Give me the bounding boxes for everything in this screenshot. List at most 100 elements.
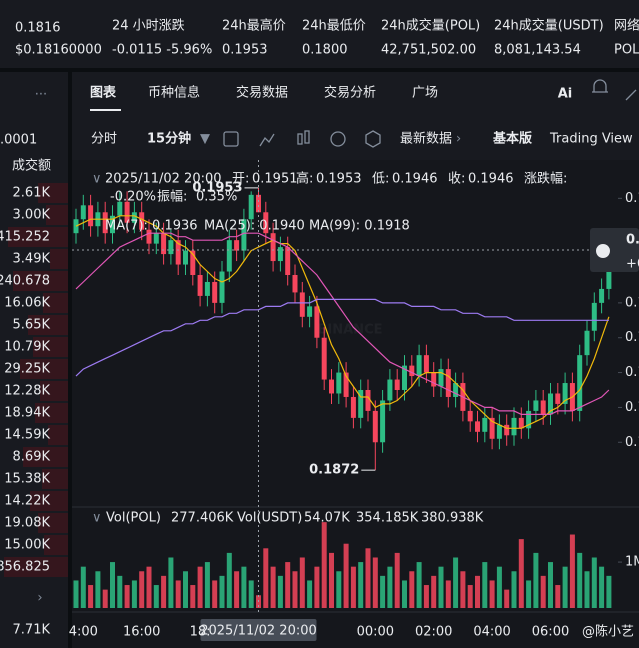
price-tag — [590, 228, 639, 272]
volume-bar — [321, 522, 327, 608]
tab[interactable]: 图表 — [90, 85, 117, 101]
tab[interactable]: 交易分析 — [324, 85, 376, 101]
stat-label: 24h最低价 — [302, 19, 366, 34]
candle-body — [270, 233, 276, 262]
icon[interactable] — [330, 131, 346, 147]
depth-bar — [33, 337, 68, 357]
candle-body — [540, 400, 546, 415]
candle-body — [175, 240, 181, 265]
icon[interactable] — [297, 133, 303, 145]
volume-bar — [124, 585, 130, 608]
volume-bar — [277, 575, 283, 608]
volume-bar — [358, 562, 364, 608]
collapse-arrow[interactable]: ∨ — [92, 172, 102, 187]
stat-value: 0.1953 — [222, 43, 268, 58]
x-tick-label: 00:00 — [357, 625, 394, 640]
candle-body — [416, 355, 422, 377]
info-value: 0.1953 — [316, 172, 362, 187]
candle-body — [248, 194, 254, 220]
candle-body — [606, 271, 612, 289]
tab[interactable]: 币种信息 — [148, 85, 200, 101]
volume-bar — [445, 580, 451, 608]
info-label: 高: — [296, 171, 313, 187]
precision[interactable]: .0001 — [0, 133, 37, 148]
volume-bar — [146, 566, 152, 608]
icon[interactable] — [223, 131, 239, 147]
info-value: -0.20% — [110, 190, 156, 205]
info-value: 0.1946 — [392, 172, 438, 187]
bell-icon[interactable] — [592, 79, 608, 93]
candle-body — [285, 247, 291, 275]
ai-icon[interactable]: Ai — [558, 87, 573, 102]
amount: 14.22K — [4, 494, 50, 509]
candle-body — [219, 271, 225, 303]
volume-bar — [387, 566, 393, 608]
x-tick-label: 16:00 — [123, 625, 160, 640]
icon[interactable] — [304, 130, 310, 144]
header-bar — [0, 0, 639, 68]
vol-legend: Vol(POL) — [106, 511, 161, 526]
volume-bar — [248, 580, 254, 608]
icon[interactable] — [259, 133, 275, 147]
crosshair-label: 2025/11/02 20:00 — [200, 624, 317, 639]
expand-icon[interactable] — [625, 89, 637, 101]
candle-body — [299, 292, 305, 317]
x-tick-label: 04:00 — [473, 625, 510, 640]
icon[interactable] — [365, 130, 381, 148]
volume-bar — [584, 571, 590, 608]
amount: 10.79K — [4, 340, 50, 355]
volume-bar — [599, 566, 605, 608]
tab[interactable]: 交易数据 — [236, 85, 288, 101]
ma-legend: MA(25): 0.1940 — [204, 219, 305, 234]
volume-bar — [226, 552, 232, 608]
depth-bar — [20, 359, 68, 379]
depth-bar — [42, 469, 68, 489]
more-icon[interactable]: ··· — [35, 88, 47, 103]
volume-bar — [562, 566, 568, 608]
info-value: 0.1946 — [468, 172, 514, 187]
candle-body — [496, 424, 502, 439]
mode[interactable]: Trading View — [549, 132, 633, 147]
x-tick-label: 4:00 — [69, 625, 98, 640]
info-label: 低: — [372, 172, 389, 187]
collapse-arrow[interactable]: ∨ — [92, 511, 102, 526]
volume-bar — [88, 585, 94, 608]
toolbar-item[interactable]: 最新数据 — [400, 131, 452, 147]
candle-body — [161, 233, 167, 255]
toolbar-item[interactable]: 分时 — [91, 132, 117, 147]
candle-body — [350, 396, 356, 418]
volume-bar — [153, 585, 159, 608]
x-tick-label: 02:00 — [415, 625, 452, 640]
volume-bar — [402, 580, 407, 608]
volume-bar — [460, 571, 466, 608]
candle-body — [88, 205, 94, 227]
info-label: 涨跌幅: — [524, 171, 567, 187]
volume-bar — [438, 566, 444, 608]
candle-body — [365, 390, 371, 411]
candle-body — [153, 233, 159, 244]
volume-bar — [555, 585, 561, 608]
volume-bar — [577, 552, 583, 608]
volume-bar — [343, 543, 349, 608]
amount: 3.00K — [13, 208, 51, 223]
volume-bar — [292, 571, 298, 608]
marker-label: 0.1872 — [309, 463, 359, 478]
mode[interactable]: 基本版 — [492, 131, 532, 147]
depth-bar — [50, 249, 68, 269]
toolbar-item[interactable]: 15分钟 — [147, 131, 191, 147]
candle-body — [256, 194, 261, 213]
candle-body — [409, 365, 415, 377]
candle-body — [577, 355, 583, 411]
tab[interactable]: 广场 — [412, 86, 438, 101]
chevron[interactable]: › — [37, 591, 42, 606]
candle-body — [212, 281, 218, 303]
volume-bar — [285, 562, 291, 608]
add-button[interactable] — [596, 244, 610, 258]
depth-bar — [38, 513, 68, 533]
vol-legend: 277.406K — [171, 511, 234, 526]
candle-body — [394, 379, 400, 390]
candle-body — [518, 417, 524, 429]
ma-legend: MA(99): 0.1918 — [309, 219, 410, 234]
volume-bar — [117, 575, 123, 608]
crosshair-box — [200, 619, 317, 641]
